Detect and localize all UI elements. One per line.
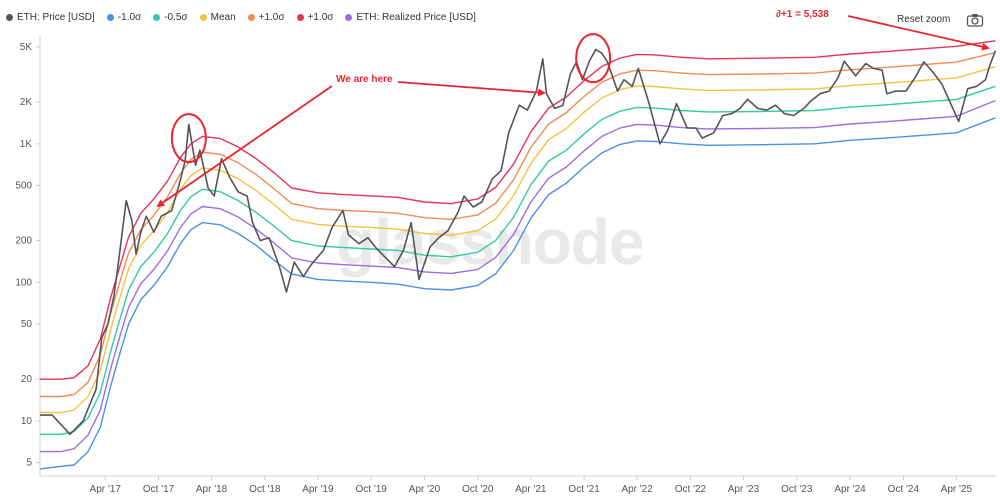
series-line-1 — [39, 117, 996, 470]
camera-icon[interactable] — [966, 12, 984, 28]
x-tick-label: Oct '18 — [249, 484, 281, 495]
series-line-0 — [40, 48, 997, 436]
watermark: glassnode — [336, 206, 645, 278]
y-tick-label: 5 — [26, 458, 32, 469]
legend-item[interactable]: ETH: Price [USD] — [6, 12, 95, 23]
legend-dot — [106, 13, 114, 21]
legend-label: +1.0σ — [307, 11, 334, 23]
y-tick-label: 50 — [21, 319, 33, 330]
x-tick-label: Oct '21 — [568, 484, 600, 495]
legend-label: -0.5σ — [164, 11, 188, 23]
y-tick-label: 20 — [21, 374, 33, 385]
legend-label: ETH: Realized Price [USD] — [356, 11, 476, 23]
x-tick-label: Oct '23 — [781, 484, 813, 495]
legend-item[interactable]: -1.0σ — [106, 11, 142, 23]
x-axis: Apr '17 Oct '17 Apr '18 Oct '18 Apr '19 Oct '… — [40, 475, 996, 495]
x-tick-label: Oct '19 — [356, 484, 388, 495]
overlay-layer — [156, 15, 990, 208]
x-tick-label: Apr '22 — [621, 484, 653, 495]
y-tick-label: 5K — [20, 42, 33, 53]
y-tick-label: 2K — [20, 97, 33, 108]
legend-dot — [6, 13, 13, 21]
x-tick-label: Apr '19 — [302, 484, 334, 495]
x-tick-label: Apr '21 — [515, 484, 547, 495]
x-tick-label: Apr '25 — [941, 484, 973, 495]
legend-dot — [153, 13, 161, 21]
series-line-6 — [40, 99, 996, 453]
x-tick-label: Apr '24 — [834, 484, 866, 495]
arrow-here-to-now — [397, 81, 546, 97]
x-tick-label: Oct '24 — [888, 484, 920, 495]
we-are-here-annotation: We are here — [336, 74, 393, 85]
legend-item[interactable]: +1.0σ — [296, 11, 334, 23]
y-tick-label: 200 — [15, 236, 32, 247]
series-line-3 — [40, 66, 996, 414]
y-axis: 5 10 20 50 100 200 500 1K 2K 5K — [15, 36, 41, 476]
y-tick-label: 100 — [15, 277, 32, 288]
x-tick-label: Oct '17 — [143, 484, 175, 495]
target-value-annotation: ∂+1 = 5,538 — [776, 9, 829, 20]
y-tick-label: 1K — [20, 139, 33, 150]
legend: ETH: Price [USD] -1.0σ -0.5σ Mean +1.0σ +1.0σ… — [6, 8, 476, 26]
legend-label: +1.0σ — [258, 11, 285, 23]
x-tick-label: Oct '22 — [675, 484, 707, 495]
series-line-2 — [40, 85, 996, 435]
legend-item[interactable]: -0.5σ — [153, 11, 188, 23]
y-tick-label: 500 — [15, 181, 32, 192]
series-line-4 — [40, 51, 996, 398]
highlight-circle — [575, 33, 612, 84]
x-tick-label: Apr '17 — [90, 484, 122, 495]
x-tick-label: Oct '20 — [462, 484, 494, 495]
y-tick-label: 10 — [21, 416, 33, 427]
arrow-here-to-2018 — [156, 85, 333, 208]
reset-zoom-button[interactable]: Reset zoom — [897, 14, 951, 25]
arrow-target — [847, 15, 990, 51]
x-tick-label: Apr '18 — [196, 484, 228, 495]
legend-dot — [199, 13, 207, 21]
legend-item[interactable]: +1.0σ — [247, 11, 285, 23]
x-tick-label: Apr '20 — [409, 484, 441, 495]
legend-label: Mean — [210, 11, 236, 23]
legend-label: ETH: Price [USD] — [17, 11, 95, 23]
legend-dot — [345, 13, 353, 21]
legend-item[interactable]: Mean — [199, 11, 236, 23]
series-layer — [39, 40, 997, 470]
legend-item[interactable]: ETH: Realized Price [USD] — [345, 11, 476, 23]
highlight-circle — [170, 113, 207, 164]
legend-label: -1.0σ — [117, 11, 142, 23]
legend-dot — [296, 13, 304, 21]
x-tick-label: Apr '23 — [728, 484, 760, 495]
legend-dot — [247, 13, 255, 21]
